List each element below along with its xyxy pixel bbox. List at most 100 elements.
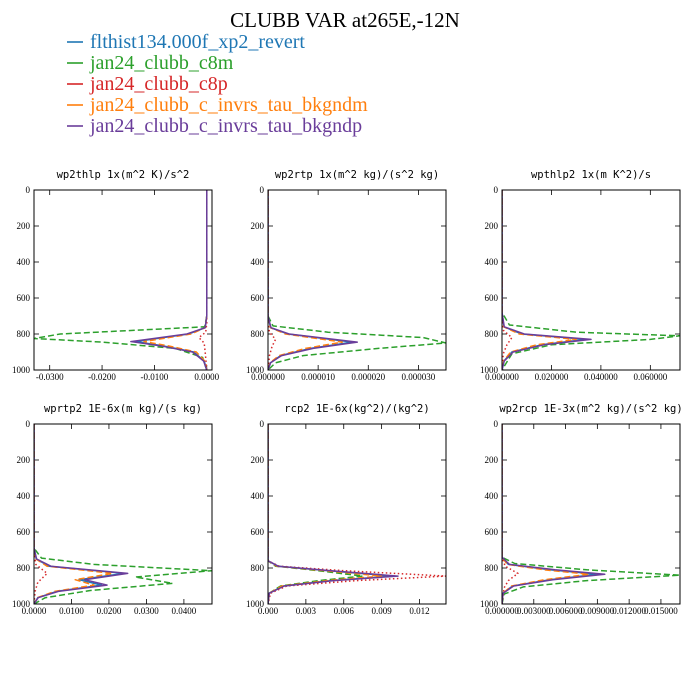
y-tick-label: 600 <box>251 527 265 537</box>
y-tick-label: 0 <box>260 185 265 195</box>
y-tick-label: 400 <box>251 491 265 501</box>
series-line <box>268 190 358 370</box>
x-tick-label: 0.0100 <box>59 606 84 616</box>
series-line <box>268 190 353 370</box>
panel-1: wp2rtp 1x(m^2 kg)/(s^2 kg) 0 200 400 600 800 1… <box>246 169 447 382</box>
y-tick-label: 800 <box>485 563 499 573</box>
series-line <box>130 190 208 370</box>
x-tick-label: 0.015000 <box>644 606 678 616</box>
series-line <box>268 424 399 604</box>
series-line <box>34 424 125 604</box>
series-line <box>268 190 343 370</box>
x-tick-label: 0.006000 <box>549 606 583 616</box>
series-line <box>268 424 364 604</box>
legend-label: jan24_clubb_c8p <box>89 73 228 95</box>
y-tick-label: 1000 <box>246 365 265 375</box>
panel-title: wprtp2 1E-6x(m kg)/(s kg) <box>44 403 202 415</box>
y-tick-label: 400 <box>17 257 31 267</box>
series-line <box>502 424 606 604</box>
y-tick-label: 1000 <box>12 365 31 375</box>
series-line <box>34 424 48 604</box>
legend-label: flthist134.000f_xp2_revert <box>90 31 305 53</box>
series-line <box>34 190 208 370</box>
y-tick-label: 200 <box>17 455 31 465</box>
x-tick-label: 0.009000 <box>580 606 614 616</box>
x-tick-label: -0.0300 <box>36 372 64 382</box>
x-tick-label: 0.000000 <box>485 372 519 382</box>
series-line <box>198 190 208 370</box>
plot-frame <box>267 189 447 371</box>
legend-item: flthist134.000f_xp2_revert <box>67 31 305 53</box>
y-tick-label: 800 <box>17 329 31 339</box>
y-tick-label: 400 <box>485 257 499 267</box>
x-tick-label: -0.0200 <box>88 372 116 382</box>
y-tick-label: 200 <box>485 221 499 231</box>
y-tick-label: 0 <box>26 185 31 195</box>
x-tick-label: 0.000010 <box>301 372 335 382</box>
panel-4: rcp2 1E-6x(kg^2)/(kg^2) 0 200 400 600 800 1000… <box>246 403 447 616</box>
plot-frame <box>33 423 213 605</box>
x-tick-label: 0.003 <box>296 606 317 616</box>
y-tick-label: 0 <box>26 419 31 429</box>
x-tick-label: 0.0200 <box>97 606 122 616</box>
x-tick-label: 0.003000 <box>517 606 551 616</box>
y-tick-label: 800 <box>17 563 31 573</box>
x-tick-label: 0.0400 <box>172 606 197 616</box>
series-line <box>502 190 513 370</box>
series-line <box>502 190 680 370</box>
y-tick-label: 600 <box>17 293 31 303</box>
legend-item: jan24_clubb_c8m <box>67 52 234 74</box>
plot-frame <box>501 189 681 371</box>
plot-frame <box>501 423 681 605</box>
legend-item: jan24_clubb_c_invrs_tau_bkgndp <box>67 115 362 137</box>
y-tick-label: 0 <box>494 185 499 195</box>
panels: wp2thlp 1x(m^2 K)/s^2 0 200 400 600 800 1000 -0… <box>12 169 683 616</box>
plot-frame <box>33 189 213 371</box>
series-line <box>143 190 208 370</box>
y-tick-label: 1000 <box>480 365 499 375</box>
y-tick-label: 200 <box>485 455 499 465</box>
y-tick-label: 1000 <box>12 599 31 609</box>
series-line <box>34 424 212 604</box>
plot-frame <box>267 423 447 605</box>
x-tick-label: 0.000000 <box>485 606 519 616</box>
x-tick-label: 0.000030 <box>402 372 436 382</box>
y-tick-label: 600 <box>485 293 499 303</box>
y-tick-label: 400 <box>485 491 499 501</box>
x-tick-label: 0.012 <box>409 606 429 616</box>
y-tick-label: 400 <box>251 257 265 267</box>
x-tick-label: 0.0000 <box>22 606 47 616</box>
panel-title: wp2thlp 1x(m^2 K)/s^2 <box>57 169 190 181</box>
legend-label: jan24_clubb_c_invrs_tau_bkgndm <box>89 94 368 116</box>
y-tick-label: 800 <box>251 563 265 573</box>
y-tick-label: 600 <box>17 527 31 537</box>
y-tick-label: 400 <box>17 491 31 501</box>
legend-item: jan24_clubb_c8p <box>67 73 228 95</box>
panel-title: wp2rcp 1E-3x(m^2 kg)/(s^2 kg) <box>499 403 682 415</box>
legend: flthist134.000f_xp2_revertjan24_clubb_c8… <box>67 31 368 137</box>
panel-title: wp2rtp 1x(m^2 kg)/(s^2 kg) <box>275 169 439 181</box>
x-tick-label: 0.006 <box>334 606 355 616</box>
panel-3: wprtp2 1E-6x(m kg)/(s kg) 0 200 400 600 800 10… <box>12 403 213 616</box>
x-tick-label: 0.020000 <box>535 372 569 382</box>
series-line <box>135 190 208 370</box>
y-tick-label: 600 <box>251 293 265 303</box>
x-tick-label: -0.0100 <box>141 372 169 382</box>
panel-2: wpthlp2 1x(m K^2)/s 0 200 400 600 800 10000.00… <box>480 169 681 382</box>
series-line <box>502 190 592 370</box>
x-tick-label: 0.0300 <box>134 606 159 616</box>
series-line <box>502 424 680 604</box>
x-tick-label: 0.000020 <box>351 372 385 382</box>
series-line <box>268 424 383 604</box>
y-tick-label: 200 <box>251 455 265 465</box>
series-line <box>502 424 519 604</box>
legend-item: jan24_clubb_c_invrs_tau_bkgndm <box>67 94 368 116</box>
legend-label: jan24_clubb_c8m <box>89 52 234 74</box>
x-tick-label: 0.009 <box>371 606 392 616</box>
x-tick-label: 0.012000 <box>612 606 646 616</box>
legend-label: jan24_clubb_c_invrs_tau_bkgndp <box>89 115 362 137</box>
y-tick-label: 0 <box>494 419 499 429</box>
x-tick-label: 0.060000 <box>633 372 667 382</box>
figure-title: CLUBB VAR at265E,-12N <box>230 8 460 32</box>
